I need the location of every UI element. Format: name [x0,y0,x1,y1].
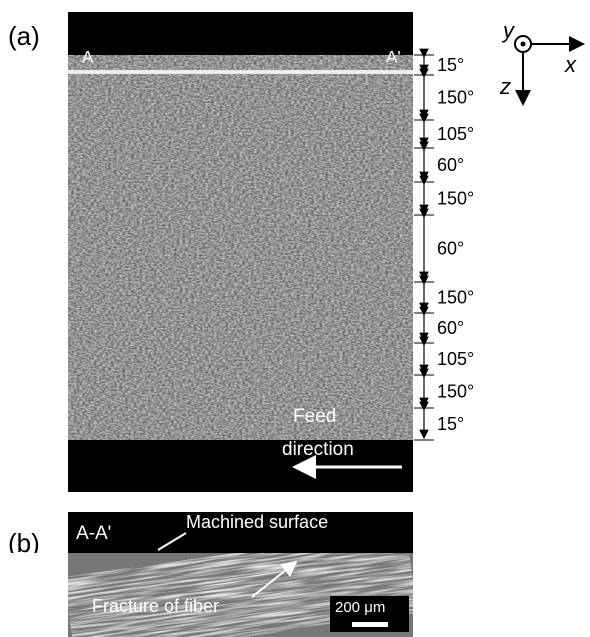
section-mark: A [82,47,94,66]
layer-angle: 60° [437,318,464,338]
layer-angle: 60° [437,155,464,175]
layer-angle: 150° [437,287,474,307]
annotation: Machined surface [186,512,328,532]
layer-angle: 15° [437,414,464,434]
layer-angle: 150° [437,381,474,401]
axis-label: y [501,18,516,43]
layer-angle: 150° [437,87,474,107]
scale-bar [352,622,388,627]
layer-angle: 105° [437,349,474,369]
layer-dimensions: 15° 150° 105° 60° 150° 60° 150° 60° 105° 150° 15° [414,48,474,441]
section-label: A-A' [76,523,111,544]
axis-label: z [499,74,511,99]
feed-label: direction [282,439,354,460]
feed-label: Feed [293,406,336,427]
layer-angle: 150° [437,188,474,208]
panel-label: (b) [8,528,40,558]
section-mark: A' [386,47,401,66]
axis-label: x [564,52,577,77]
layer-angle: 15° [437,55,464,75]
annotation: Fracture of fiber [92,596,219,616]
scale-label: 200 μm [335,599,385,616]
layer-angle: 105° [437,124,474,144]
layer-angle: 60° [437,238,464,258]
panel-label: (a) [8,21,40,51]
